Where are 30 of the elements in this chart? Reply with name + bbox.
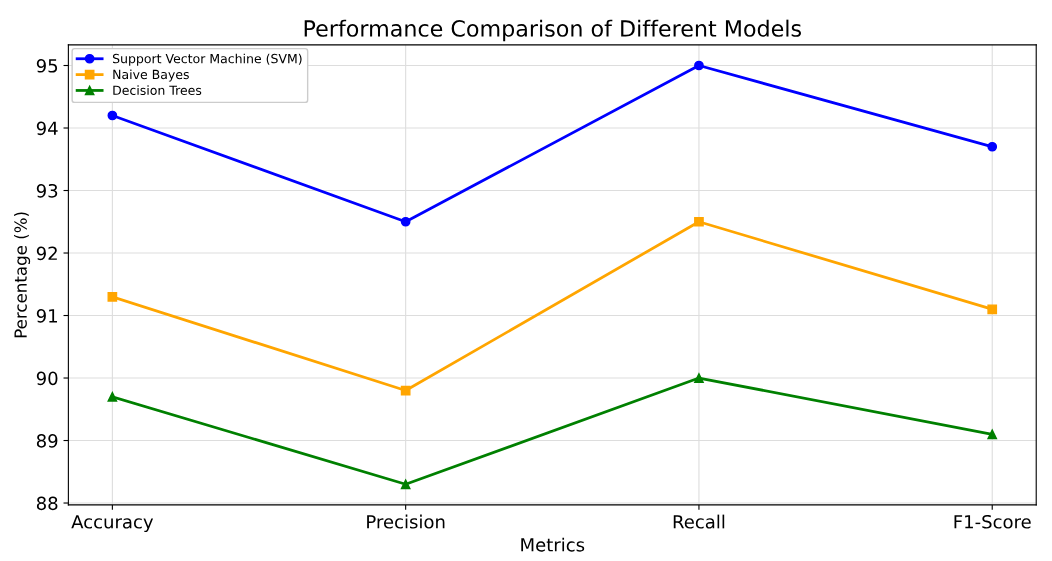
x-tick-label: F1-Score	[954, 514, 1031, 529]
point	[107, 291, 118, 302]
x-axis-title: Metrics	[521, 537, 585, 552]
point	[694, 60, 704, 71]
point	[987, 141, 998, 152]
point	[694, 216, 704, 227]
x-tick-label: Accuracy	[71, 515, 154, 533]
point	[400, 216, 411, 227]
y-tick-label: 92	[36, 246, 57, 261]
point	[694, 373, 704, 383]
point	[107, 110, 118, 121]
y-tick-label: 95	[36, 58, 58, 73]
y-tick-label: 91	[36, 308, 57, 323]
y-tick-label: 89	[36, 433, 58, 448]
point	[400, 385, 411, 396]
y-tick-label: 93	[36, 183, 58, 198]
y-tick-label: 88	[36, 496, 58, 511]
point	[987, 304, 998, 315]
x-tick-label: Recall	[673, 514, 725, 529]
y-tick-label: 90	[36, 371, 58, 386]
y-axis-title: Percentage (%)	[14, 212, 31, 338]
legend-label: Decision Trees	[113, 85, 202, 95]
legend-label: Naive Bayes	[113, 69, 189, 82]
point	[987, 429, 998, 440]
point	[400, 479, 411, 490]
x-tick-label: Precision	[367, 514, 445, 529]
y-tick-label: 94	[36, 121, 58, 136]
point	[107, 391, 118, 402]
legend-label: Support Vector Machine (SVM)	[112, 53, 302, 66]
chart-title: Performance Comparison of Different Models	[304, 19, 801, 42]
